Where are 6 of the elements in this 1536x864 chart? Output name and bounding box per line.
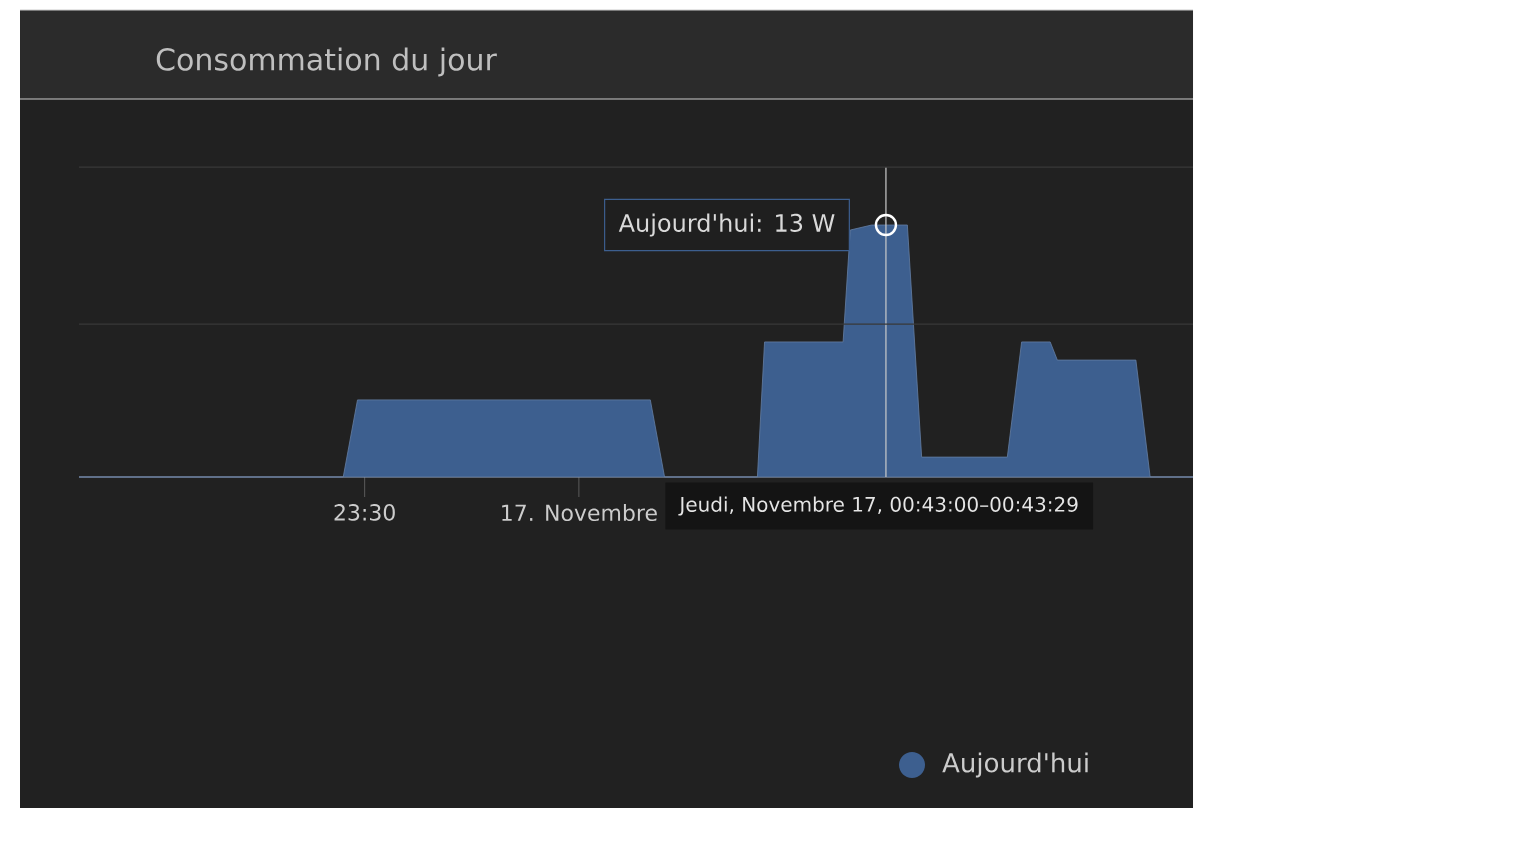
annotation: Aujourd'hui: 13 W: [618, 213, 835, 237]
x-tick-label: 17. Novembre: [502, 504, 657, 522]
text: Jeudi, Novembre 17, 00:43:00–00:43:29: [678, 496, 1078, 516]
legend-label: Aujourd'hui: [942, 752, 1088, 778]
chart-title: Consommation du jour: [156, 47, 497, 77]
x-tick-label: 23:30: [334, 504, 395, 521]
